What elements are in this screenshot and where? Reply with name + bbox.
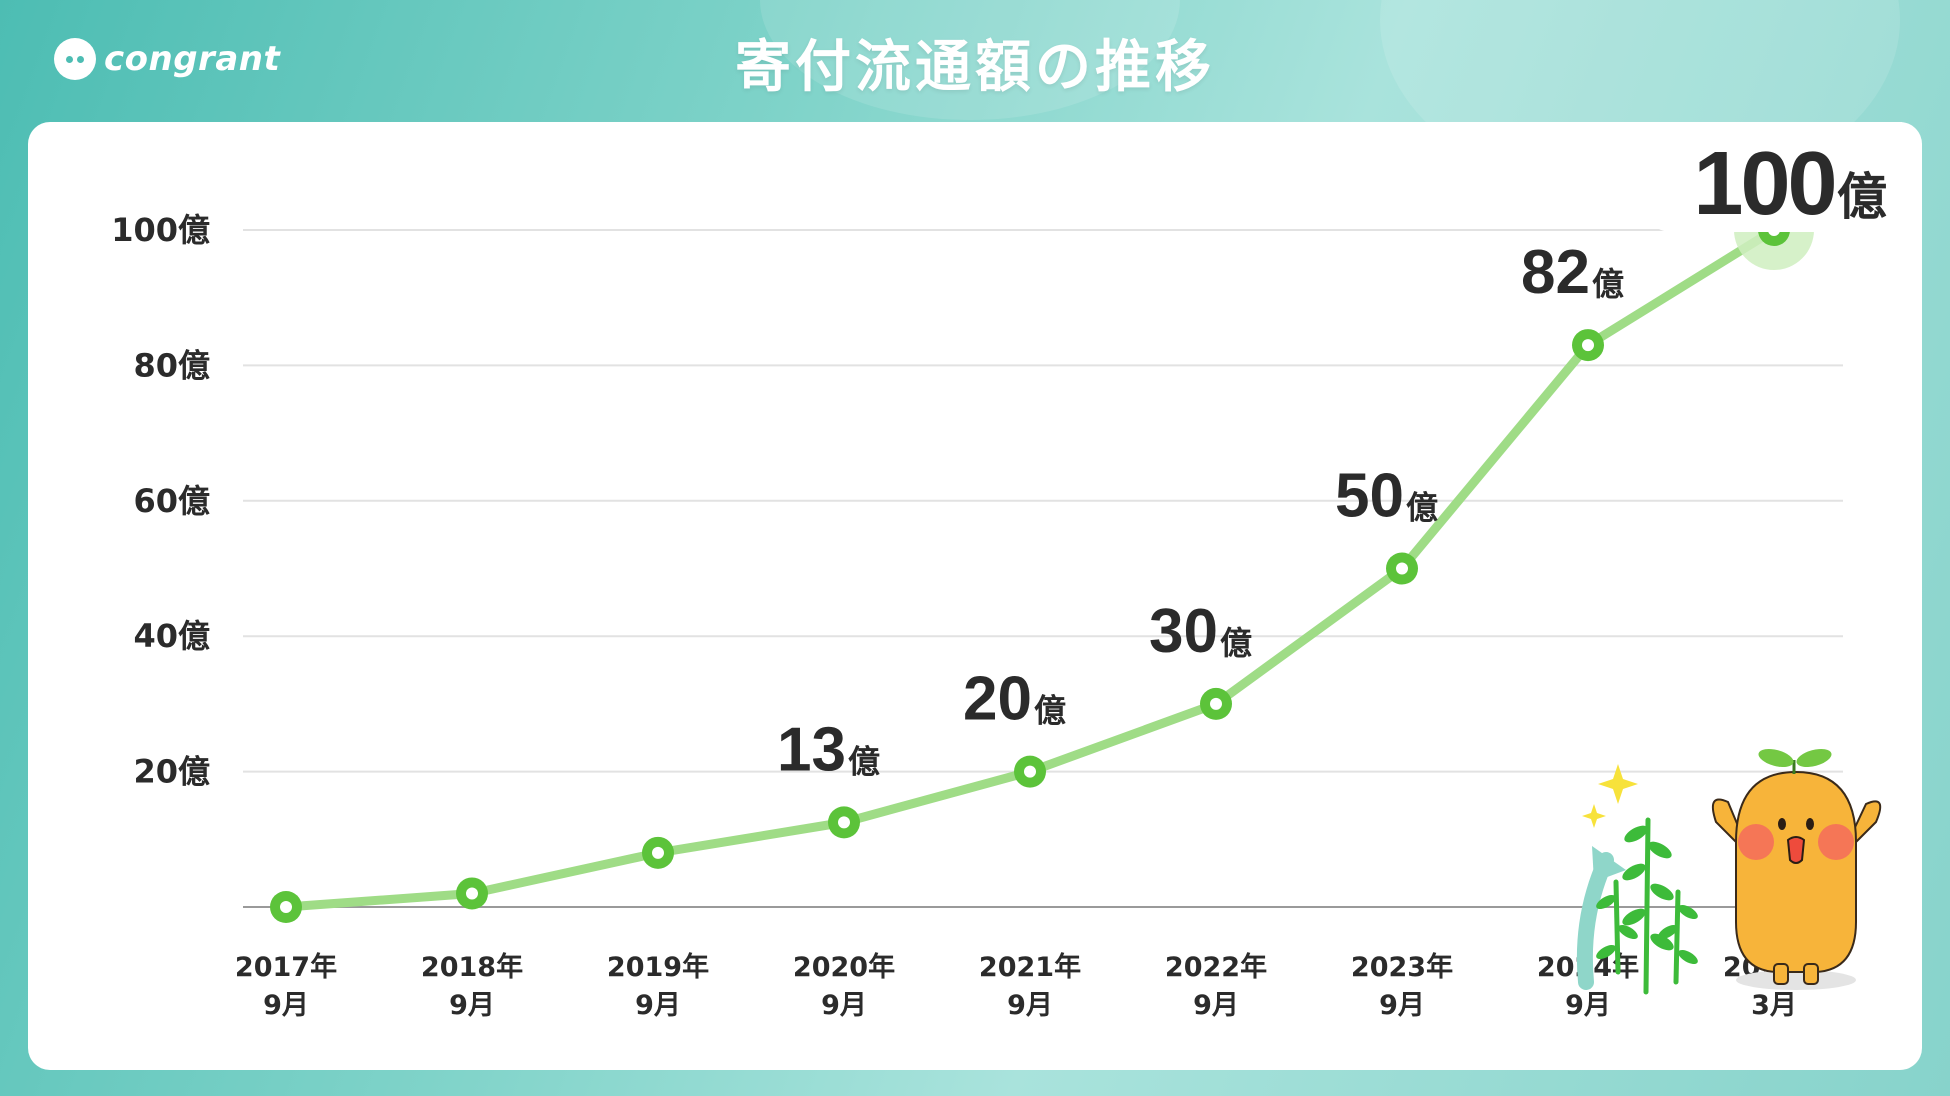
y-tick-label: 60億 <box>133 482 210 520</box>
data-point-center <box>1396 562 1408 575</box>
data-label-unit: 億 <box>1837 168 1887 226</box>
x-tick-label: 2020年 <box>793 951 895 983</box>
data-label: 100 <box>1693 134 1834 234</box>
y-tick-label: 100億 <box>111 211 210 249</box>
x-tick-label: 2019年 <box>607 951 709 983</box>
data-label-unit: 億 <box>1034 692 1066 730</box>
logo-icon <box>54 38 96 80</box>
x-tick-label: 9月 <box>635 990 681 1021</box>
x-tick-label: 3月 <box>1751 990 1797 1021</box>
plant-icon <box>1613 817 1681 995</box>
x-tick-label: 9月 <box>1565 990 1611 1021</box>
data-point-center <box>1210 697 1222 710</box>
data-label: 20 <box>963 665 1032 734</box>
data-point-center <box>466 887 478 900</box>
data-point-center <box>1024 765 1036 778</box>
x-tick-label: 2022年 <box>1165 951 1267 983</box>
sparkle-icon <box>1582 804 1606 828</box>
y-tick-label: 40億 <box>133 617 210 655</box>
chart-card: 20億 40億 60億 80億 100億 2017年 9月 2018年 9月 2019年 9月 202… <box>28 122 1922 1070</box>
data-label-unit: 億 <box>1592 265 1624 303</box>
mascot-illustration <box>1576 748 1882 995</box>
x-tick-label: 2018年 <box>421 951 523 983</box>
brand-logo[interactable]: congrant <box>54 38 280 80</box>
logo-text: congrant <box>104 39 281 79</box>
sparkle-icon <box>1598 764 1638 804</box>
x-tick-label: 9月 <box>1193 990 1239 1021</box>
data-point-center <box>652 846 664 859</box>
data-point-center <box>838 816 850 829</box>
x-tick-label: 9月 <box>1007 990 1053 1021</box>
data-label-unit: 億 <box>848 742 880 780</box>
data-label: 30 <box>1149 597 1218 666</box>
x-tick-label: 9月 <box>449 990 495 1021</box>
data-label-unit: 億 <box>1406 489 1438 527</box>
x-tick-label: 2017年 <box>235 951 337 983</box>
y-tick-label: 20億 <box>133 753 210 791</box>
x-tick-label: 2023年 <box>1351 951 1453 983</box>
data-label: 13 <box>777 715 846 784</box>
data-label: 82 <box>1521 238 1590 307</box>
y-tick-label: 80億 <box>133 346 210 384</box>
line-chart: 20億40億60億80億100億2017年9月2018年9月2019年9月202… <box>111 122 1902 1021</box>
x-tick-label: 9月 <box>1379 990 1425 1021</box>
data-point-center <box>280 901 292 913</box>
x-tick-label: 9月 <box>821 990 867 1021</box>
data-label: 50 <box>1335 462 1404 531</box>
page-title: 寄付流通額の推移 <box>735 35 1215 100</box>
highlight-badge <box>1642 122 1902 232</box>
data-point-center <box>1582 339 1594 352</box>
x-tick-label: 9月 <box>263 990 309 1021</box>
data-label-unit: 億 <box>1220 624 1252 662</box>
x-tick-label: 2021年 <box>979 951 1081 983</box>
